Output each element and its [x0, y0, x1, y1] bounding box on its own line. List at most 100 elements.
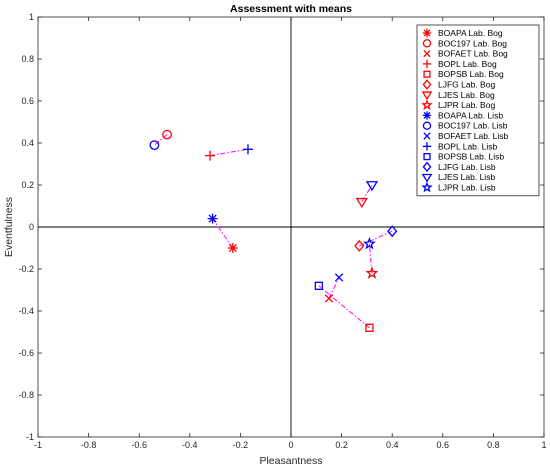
marker-plus	[422, 59, 432, 69]
legend-label: BOAPA Lab. Lisb	[438, 110, 503, 120]
data-point	[149, 140, 160, 151]
marker-x	[423, 49, 431, 58]
y-tick-label: 0.6	[21, 96, 34, 106]
legend-label: LJES Lab. Lisb	[438, 172, 495, 182]
legend-entry: BOFAET Lab. Bog	[423, 49, 508, 59]
marker-asterisk	[207, 213, 218, 224]
legend-label: LJFG Lab. Lisb	[438, 162, 496, 172]
y-tick-label: -0.8	[18, 390, 34, 400]
y-tick-label: 1	[29, 12, 34, 22]
legend-entry: LJPR Lab. Lisb	[421, 181, 496, 193]
data-point	[162, 129, 172, 140]
x-tick-label: 0.8	[487, 440, 500, 450]
x-tick-label: -1	[34, 440, 42, 450]
link-line	[318, 285, 370, 329]
legend-entry: BOFAET Lab. Lisb	[423, 131, 509, 141]
marker-square	[423, 153, 431, 161]
link-line	[328, 277, 340, 299]
y-tick-label: 0.8	[21, 54, 34, 64]
marker-diamond	[422, 79, 432, 90]
y-tick-label: 0.2	[21, 180, 34, 190]
marker-plus	[422, 142, 432, 151]
marker-x	[324, 294, 334, 303]
y-tick-label: -0.4	[18, 306, 34, 316]
legend-entry: LJPR Lab. Bog	[421, 99, 495, 110]
data-point	[365, 323, 374, 332]
x-tick-label: -0.6	[131, 440, 147, 450]
marker-triangle-down	[365, 181, 379, 192]
legend-entry: BOAPA Lab. Lisb	[422, 110, 503, 120]
legend-entry: BOPSB Lab. Bog	[423, 69, 504, 79]
marker-star	[365, 266, 379, 279]
y-tick-label: 0.4	[21, 138, 34, 148]
data-point	[205, 150, 216, 161]
x-tick-label: -0.4	[182, 440, 198, 450]
plot-area: -1 -0.8 -0.6 -0.4 -0.2 0 0.2 0.4 0.6 0.8 1 -1 -0.8 -0…	[18, 12, 546, 450]
data-point	[314, 281, 323, 290]
legend-label: LJPR Lab. Bog	[438, 100, 495, 110]
legend-label: BOFAET Lab. Bog	[438, 49, 508, 59]
legend-label: LJES Lab. Bog	[438, 90, 495, 100]
legend-label: LJFG Lab. Bog	[438, 80, 495, 90]
marker-square	[314, 281, 323, 290]
x-tick-label: 0.2	[335, 440, 348, 450]
link-line	[359, 230, 393, 247]
data-point	[334, 273, 344, 282]
legend-entry: LJFG Lab. Lisb	[422, 161, 496, 173]
marker-asterisk	[422, 111, 432, 120]
y-axis-label: Eventfulness	[3, 197, 15, 257]
marker-star	[421, 181, 433, 193]
marker-circle	[422, 121, 432, 130]
legend-entry: LJFG Lab. Bog	[422, 79, 495, 90]
legend-label: BOPSB Lab. Lisb	[438, 152, 504, 162]
marker-asterisk	[422, 28, 432, 38]
y-tick-label: -0.6	[18, 348, 34, 358]
legend-label: BOPSB Lab. Bog	[438, 69, 504, 79]
data-point	[324, 294, 334, 303]
marker-x	[334, 273, 344, 282]
data-point	[227, 243, 238, 253]
marker-star	[362, 236, 376, 250]
marker-asterisk	[227, 243, 238, 253]
y-tick-label: -0.2	[18, 264, 34, 274]
y-tick-label: 0	[29, 222, 34, 232]
legend-entry: LJES Lab. Lisb	[421, 172, 495, 183]
marker-x	[423, 132, 431, 140]
marker-triangle-down	[355, 197, 368, 209]
marker-circle	[162, 129, 172, 140]
legend-entry: LJES Lab. Bog	[421, 90, 495, 101]
legend-label: BOFAET Lab. Lisb	[438, 131, 509, 141]
legend-label: BOC197 Lab. Lisb	[438, 121, 508, 131]
chart-title: Assessment with means	[230, 3, 352, 15]
legend-entry: BOAPA Lab. Bog	[422, 28, 503, 38]
marker-diamond	[354, 239, 365, 252]
marker-plus	[242, 144, 253, 155]
legend-entry: BOPL Lab. Bog	[422, 59, 497, 69]
data-point	[242, 144, 253, 155]
link-line	[212, 218, 234, 249]
marker-square	[423, 70, 431, 78]
data-point	[355, 197, 368, 209]
legend-entry: BOC197 Lab. Lisb	[422, 121, 508, 131]
data-point	[354, 239, 365, 252]
legend-entry: BOPL Lab. Lisb	[422, 141, 497, 151]
x-tick-label: 0.4	[386, 440, 399, 450]
x-tick-label: 1	[541, 440, 546, 450]
marker-circle	[422, 39, 432, 48]
x-tick-label: 0	[288, 440, 293, 450]
marker-diamond	[422, 161, 432, 173]
data-point	[387, 225, 398, 238]
x-tick-label: -0.8	[81, 440, 97, 450]
marker-square	[365, 323, 374, 332]
x-axis-label: Pleasantness	[259, 455, 322, 467]
marker-circle	[149, 140, 160, 151]
link-line	[154, 134, 168, 146]
marker-triangle-down	[421, 173, 433, 183]
y-tick-label: -1	[26, 432, 34, 442]
link-line	[209, 148, 249, 157]
legend-label: BOC197 Lab. Bog	[438, 38, 507, 48]
legend-box	[416, 24, 540, 197]
legend-label: LJPR Lab. Lisb	[438, 183, 496, 193]
